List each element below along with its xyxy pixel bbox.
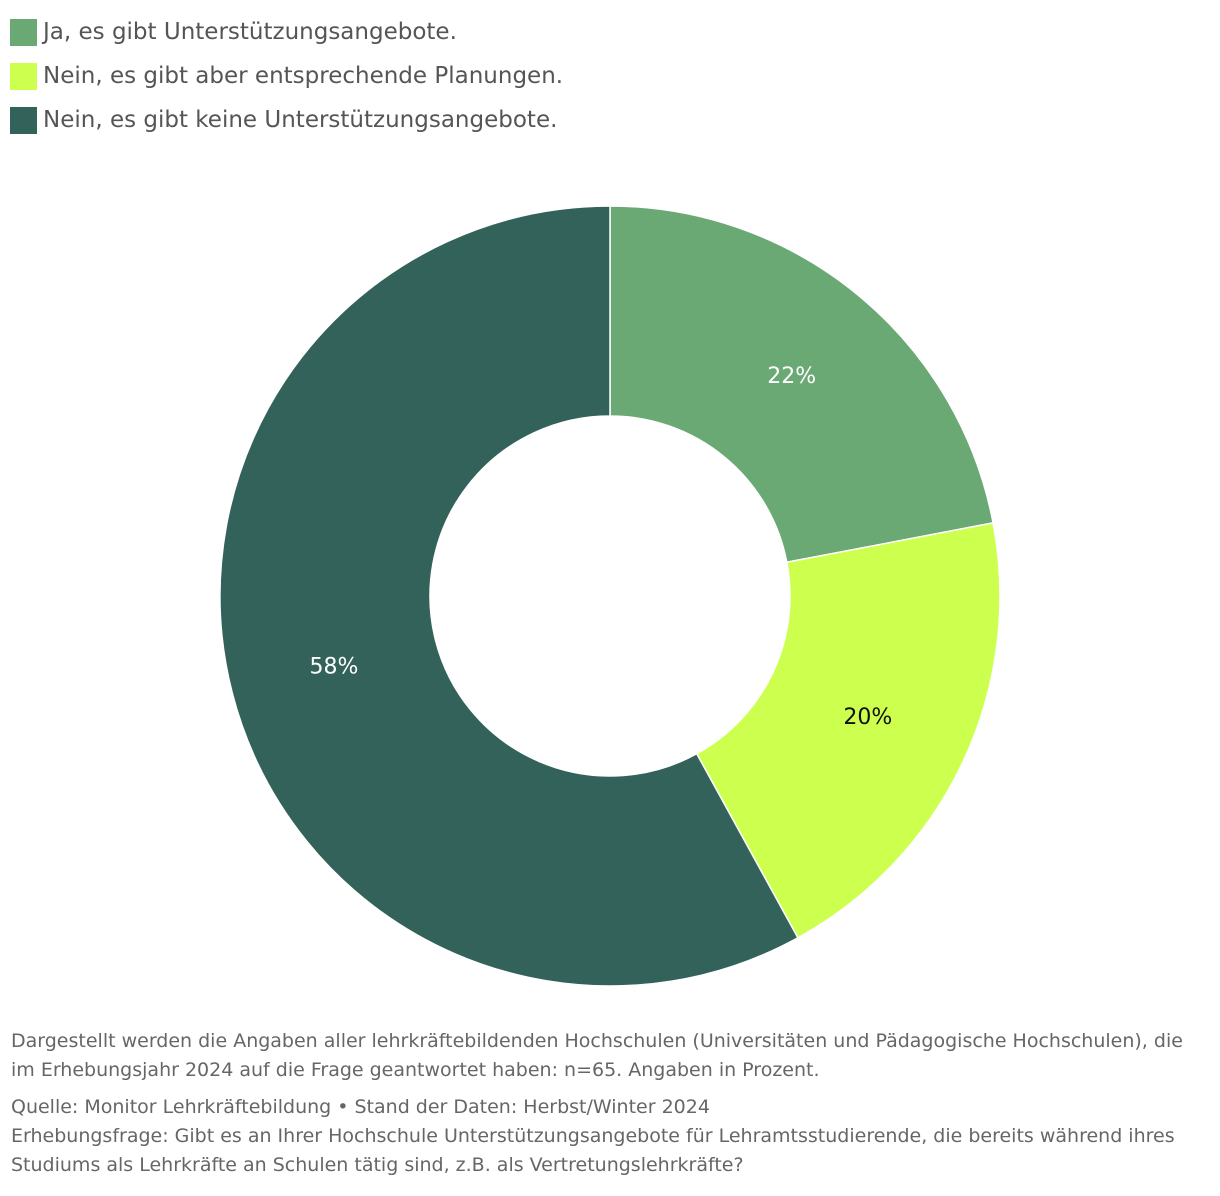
chart-legend: Ja, es gibt Unterstützungsangebote. Nein… (10, 10, 563, 142)
slice-label-ja: 22% (767, 364, 816, 389)
legend-item-keine[interactable]: Nein, es gibt keine Unterstützungsangebo… (10, 98, 563, 142)
legend-swatch-keine (10, 106, 37, 134)
footnote-source: Quelle: Monitor Lehrkräftebildung • Stan… (11, 1096, 710, 1118)
legend-item-planungen[interactable]: Nein, es gibt aber entsprechende Planung… (10, 54, 563, 98)
donut-chart: 22% 20% 58% (219, 205, 1001, 987)
donut-slice-keine[interactable] (219, 205, 799, 987)
legend-label-planungen: Nein, es gibt aber entsprechende Planung… (43, 63, 564, 89)
slice-label-planungen: 20% (843, 705, 892, 730)
legend-label-keine: Nein, es gibt keine Unterstützungsangebo… (43, 107, 558, 133)
slice-label-keine: 58% (310, 654, 359, 679)
legend-item-ja[interactable]: Ja, es gibt Unterstützungsangebote. (10, 10, 563, 54)
footnote-question: Erhebungsfrage: Gibt es an Ihrer Hochsch… (11, 1125, 1175, 1176)
footnote-description: Dargestellt werden die Angaben aller leh… (11, 1030, 1183, 1081)
legend-label-ja: Ja, es gibt Unterstützungsangebote. (43, 19, 457, 45)
legend-swatch-ja (10, 18, 37, 46)
chart-footnotes: Dargestellt werden die Angaben aller leh… (11, 1027, 1211, 1180)
donut-slice-planungen[interactable] (695, 522, 1001, 939)
legend-swatch-planungen (10, 62, 37, 90)
donut-slice-ja[interactable] (609, 205, 994, 564)
